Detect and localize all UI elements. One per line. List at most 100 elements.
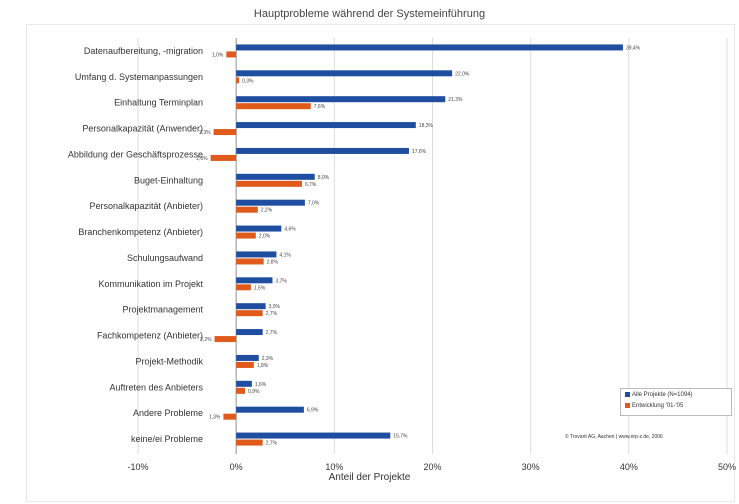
x-tick-label: 20%	[423, 462, 441, 472]
value-label-alle-projekte: 1,6%	[255, 382, 267, 388]
bar-entwicklung	[236, 310, 263, 317]
legend-label: Alle Projekte (N=1094)	[632, 392, 693, 399]
value-label-entwicklung: 1,8%	[257, 363, 269, 369]
bar-alle-projekte	[236, 70, 453, 77]
x-tick-label: 30%	[522, 462, 540, 472]
category-label: Projektmanagement	[122, 305, 203, 315]
bar-alle-projekte	[236, 329, 263, 336]
bar-entwicklung	[236, 77, 240, 84]
legend-swatch-orange	[625, 403, 630, 408]
value-label-alle-projekte: 4,1%	[279, 252, 291, 258]
value-label-entwicklung: 0,3%	[242, 78, 254, 84]
category-label: Abbildung der Geschäftsprozesse	[68, 149, 203, 159]
bar-alle-projekte	[236, 380, 252, 387]
bar-alle-projekte	[236, 122, 416, 129]
value-label-alle-projekte: 8,0%	[318, 175, 330, 181]
bar-entwicklung	[214, 336, 237, 343]
legend-item-entwicklung: Entwicklung '01-'05	[625, 403, 683, 412]
copyright-annotation: © Trovarit AG, Aachen | www.erp-z.de, 20…	[565, 434, 663, 440]
value-label-entwicklung: 1,3%	[209, 415, 221, 421]
bar-entwicklung	[236, 258, 264, 265]
value-label-alle-projekte: 2,7%	[266, 330, 278, 336]
category-label: Einhaltung Terminplan	[114, 98, 203, 108]
bar-alle-projekte	[236, 44, 623, 51]
x-tick-label: 10%	[325, 462, 343, 472]
value-label-alle-projekte: 22,0%	[455, 71, 470, 77]
value-label-entwicklung: 2,7%	[266, 311, 278, 317]
value-label-alle-projekte: 21,3%	[448, 97, 463, 103]
category-label: Datenaufbereitung, -migration	[84, 46, 203, 56]
bar-alle-projekte	[236, 199, 305, 206]
bar-entwicklung	[236, 387, 246, 394]
value-label-entwicklung: 2,2%	[261, 208, 273, 214]
legend-swatch-blue	[625, 392, 630, 397]
category-label: Branchenkompetenz (Anbieter)	[78, 227, 203, 237]
x-tick-label: 40%	[620, 462, 638, 472]
bar-alle-projekte	[236, 173, 315, 180]
value-label-entwicklung: 2,0%	[259, 234, 271, 240]
legend: Alle Projekte (N=1094) Entwicklung '01-'…	[620, 388, 732, 416]
bar-entwicklung	[236, 232, 256, 239]
category-label: Umfang d. Systemanpassungen	[75, 72, 203, 82]
value-label-alle-projekte: 17,6%	[412, 149, 427, 155]
bar-entwicklung	[236, 284, 251, 291]
value-label-entwicklung: 0,9%	[248, 389, 260, 395]
bar-entwicklung	[236, 361, 254, 368]
value-label-entwicklung: 2,2%	[200, 337, 212, 343]
value-label-entwicklung: 2,7%	[266, 441, 278, 447]
bar-alle-projekte	[236, 251, 277, 258]
category-label: Personalkapazität (Anbieter)	[89, 201, 203, 211]
value-label-alle-projekte: 3,0%	[269, 304, 281, 310]
value-label-entwicklung: 6,7%	[305, 182, 317, 188]
bar-alle-projekte	[236, 406, 304, 413]
bar-alle-projekte	[236, 432, 391, 439]
bar-entwicklung	[223, 413, 237, 420]
category-label: keine/ei Probleme	[131, 434, 203, 444]
bar-alle-projekte	[236, 277, 273, 284]
bar-entwicklung	[213, 129, 237, 136]
category-label: Personalkapazität (Anwender)	[82, 124, 203, 134]
bar-entwicklung	[236, 180, 302, 187]
chart-title: Hauptprobleme während der Systemeinführu…	[253, 8, 486, 20]
bar-alle-projekte	[236, 147, 409, 154]
category-label: Auftreten des Anbieters	[109, 382, 203, 392]
plot-area	[26, 24, 735, 502]
bar-entwicklung	[226, 51, 237, 58]
value-label-entwicklung: 2,6%	[196, 156, 208, 162]
x-axis-title: Anteil der Projekte	[328, 472, 411, 483]
legend-item-alle-projekte: Alle Projekte (N=1094)	[625, 392, 693, 401]
value-label-alle-projekte: 7,0%	[308, 201, 320, 207]
value-label-alle-projekte: 4,6%	[284, 227, 296, 233]
bar-alle-projekte	[236, 303, 266, 310]
bar-entwicklung	[236, 103, 311, 110]
bar-alle-projekte	[236, 96, 446, 103]
value-label-alle-projekte: 18,3%	[419, 123, 434, 129]
bar-alle-projekte	[236, 354, 259, 361]
value-label-alle-projekte: 39,4%	[626, 45, 641, 51]
category-label: Schulungsaufwand	[127, 253, 203, 263]
value-label-entwicklung: 2,3%	[199, 130, 211, 136]
x-tick-label: -10%	[127, 462, 148, 472]
bar-entwicklung	[210, 154, 237, 161]
x-tick-label: 50%	[718, 462, 736, 472]
category-label: Buget-Einhaltung	[134, 175, 203, 185]
bar-entwicklung	[236, 206, 258, 213]
category-label: Andere Probleme	[133, 408, 203, 418]
bar-entwicklung	[236, 439, 263, 446]
x-tick-label: 0%	[230, 462, 243, 472]
category-label: Fachkompetenz (Anbieter)	[97, 331, 203, 341]
value-label-entwicklung: 7,6%	[314, 104, 326, 110]
value-label-entwicklung: 1,0%	[212, 52, 224, 58]
value-label-alle-projekte: 6,9%	[307, 408, 319, 414]
value-label-alle-projekte: 15,7%	[393, 434, 408, 440]
legend-label: Entwicklung '01-'05	[632, 403, 684, 410]
value-label-entwicklung: 1,5%	[254, 285, 266, 291]
bar-alle-projekte	[236, 225, 282, 232]
category-label: Projekt-Methodik	[135, 356, 203, 366]
value-label-alle-projekte: 2,3%	[262, 356, 274, 362]
category-label: Kommunikation im Projekt	[98, 279, 203, 289]
value-label-alle-projekte: 3,7%	[275, 278, 287, 284]
value-label-entwicklung: 2,8%	[267, 259, 279, 265]
